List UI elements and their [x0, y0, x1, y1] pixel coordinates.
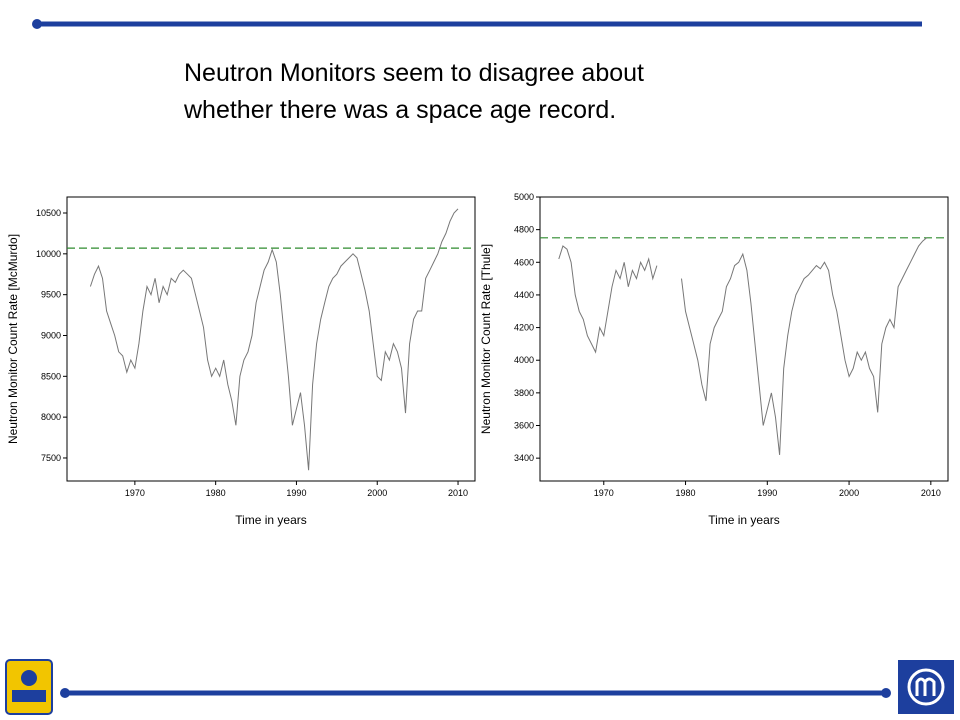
y-tick-label: 3400: [514, 453, 534, 463]
x-tick-label: 1980: [206, 488, 226, 498]
x-axis-label: Time in years: [708, 513, 780, 527]
plot-frame: [66, 196, 476, 482]
y-tick-label: 4600: [514, 257, 534, 267]
y-tick-label: 3800: [514, 388, 534, 398]
slide-title: Neutron Monitors seem to disagree about: [184, 59, 644, 87]
data-line: [89, 208, 459, 471]
x-tick-label: 2010: [448, 488, 468, 498]
y-tick-label: 4400: [514, 290, 534, 300]
x-axis-label: Time in years: [235, 513, 307, 527]
y-axis-label: Neutron Monitor Count Rate [McMurdo]: [6, 234, 20, 444]
y-tick-label: 4000: [514, 355, 534, 365]
x-tick-label: 2000: [367, 488, 387, 498]
y-tick-label: 7500: [41, 453, 61, 463]
y-axis-label: Neutron Monitor Count Rate [Thule]: [479, 244, 493, 434]
y-tick-label: 10500: [36, 208, 61, 218]
y-tick-label: 5000: [514, 192, 534, 202]
x-tick-label: 2010: [921, 488, 941, 498]
plot-frame: [539, 196, 949, 482]
x-tick-label: 1990: [757, 488, 777, 498]
y-tick-label: 4200: [514, 323, 534, 333]
y-tick-label: 3600: [514, 421, 534, 431]
mm-logo: [898, 660, 954, 714]
y-tick-label: 9000: [41, 330, 61, 340]
y-tick-label: 10000: [36, 249, 61, 259]
x-tick-label: 1990: [286, 488, 306, 498]
y-tick-label: 4800: [514, 225, 534, 235]
x-tick-label: 2000: [839, 488, 859, 498]
x-tick-label: 1980: [676, 488, 696, 498]
slide-title: whether there was a space age record.: [183, 96, 616, 124]
y-tick-label: 8000: [41, 412, 61, 422]
x-tick-label: 1970: [594, 488, 614, 498]
ud-logo: [5, 659, 53, 715]
y-tick-label: 8500: [41, 371, 61, 381]
data-line: [558, 237, 928, 455]
x-tick-label: 1970: [125, 488, 145, 498]
y-tick-label: 9500: [41, 290, 61, 300]
